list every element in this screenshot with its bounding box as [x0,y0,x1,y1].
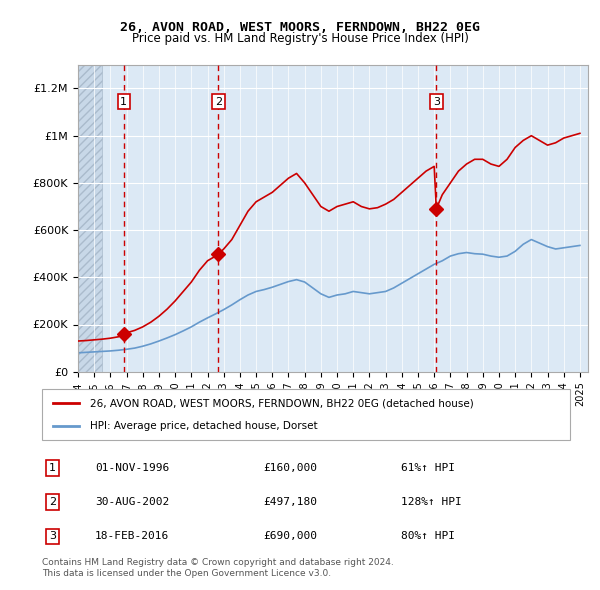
Text: 1: 1 [121,97,127,107]
FancyBboxPatch shape [42,389,570,440]
Text: £160,000: £160,000 [264,463,318,473]
Text: 3: 3 [49,532,56,541]
Text: 3: 3 [433,97,440,107]
Text: 2: 2 [215,97,222,107]
Text: 2: 2 [49,497,56,507]
Text: £497,180: £497,180 [264,497,318,507]
Text: 26, AVON ROAD, WEST MOORS, FERNDOWN, BH22 0EG: 26, AVON ROAD, WEST MOORS, FERNDOWN, BH2… [120,21,480,34]
Text: 01-NOV-1996: 01-NOV-1996 [95,463,169,473]
Text: Contains HM Land Registry data © Crown copyright and database right 2024.: Contains HM Land Registry data © Crown c… [42,558,394,566]
Text: 80%↑ HPI: 80%↑ HPI [401,532,455,541]
Text: 128%↑ HPI: 128%↑ HPI [401,497,462,507]
Text: 26, AVON ROAD, WEST MOORS, FERNDOWN, BH22 0EG (detached house): 26, AVON ROAD, WEST MOORS, FERNDOWN, BH2… [89,398,473,408]
Text: 61%↑ HPI: 61%↑ HPI [401,463,455,473]
Text: 18-FEB-2016: 18-FEB-2016 [95,532,169,541]
Text: £690,000: £690,000 [264,532,318,541]
Text: 30-AUG-2002: 30-AUG-2002 [95,497,169,507]
Text: This data is licensed under the Open Government Licence v3.0.: This data is licensed under the Open Gov… [42,569,331,578]
Text: HPI: Average price, detached house, Dorset: HPI: Average price, detached house, Dors… [89,421,317,431]
Bar [78,65,102,372]
Text: Price paid vs. HM Land Registry's House Price Index (HPI): Price paid vs. HM Land Registry's House … [131,32,469,45]
Text: 1: 1 [49,463,56,473]
